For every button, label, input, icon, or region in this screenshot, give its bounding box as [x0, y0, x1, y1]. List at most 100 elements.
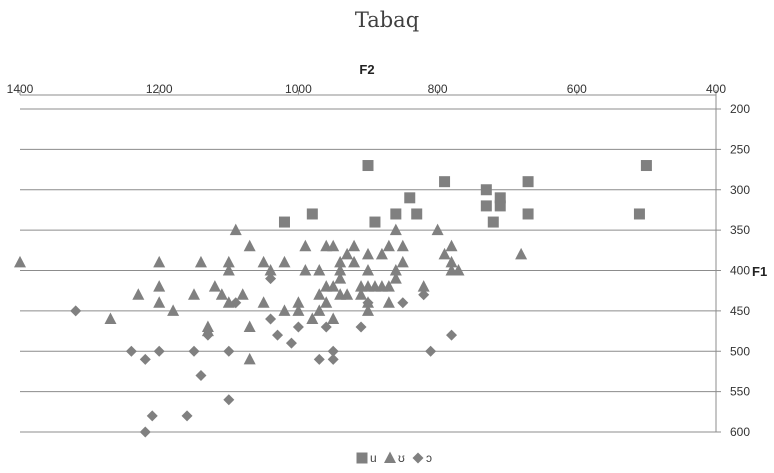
data-point-triangle: [264, 264, 277, 276]
data-point-triangle: [229, 223, 242, 236]
data-point-triangle: [132, 288, 145, 300]
data-point-diamond: [223, 345, 235, 357]
x-axis-title: F2: [359, 62, 374, 77]
data-point-diamond: [139, 426, 151, 438]
data-point-triangle: [153, 255, 166, 268]
data-point-triangle: [292, 304, 305, 316]
data-point-square: [404, 192, 416, 204]
data-point-triangle: [188, 288, 200, 300]
data-point-triangle: [327, 239, 340, 252]
data-point-diamond: [125, 345, 137, 357]
data-point-square: [633, 208, 645, 220]
axes: [19, 90, 721, 433]
data-point-triangle: [382, 280, 395, 292]
data-point-triangle: [348, 239, 361, 252]
data-point-triangle: [299, 264, 312, 276]
data-point-triangle: [452, 264, 465, 276]
data-point-diamond: [230, 297, 242, 309]
data-point-triangle: [222, 264, 235, 276]
legend-marker-diamond: [412, 452, 424, 464]
data-point-triangle: [334, 272, 347, 284]
data-point-triangle: [334, 255, 347, 268]
y-axis-title: F1: [752, 264, 767, 279]
y-tick-label: 300: [730, 183, 750, 197]
data-point-square: [306, 208, 318, 220]
data-point-triangle: [243, 320, 256, 333]
x-tick-label: 1000: [285, 82, 312, 96]
data-point-triangle: [320, 296, 333, 308]
x-tick-label: 400: [706, 82, 726, 96]
data-point-square: [390, 208, 402, 220]
data-point-triangle: [396, 255, 409, 268]
y-tick-labels: 200 250 300 350 400 450 500 550 600: [730, 102, 750, 439]
data-point-triangle: [341, 288, 354, 300]
data-point-diamond: [292, 321, 304, 333]
data-point-square: [480, 200, 492, 212]
data-point-diamond: [320, 321, 332, 333]
data-point-triangle: [389, 272, 402, 284]
data-point-diamond: [146, 410, 158, 422]
data-point-triangle: [236, 288, 249, 300]
data-point-triangle: [327, 280, 340, 292]
legend-label: ɔ: [426, 451, 432, 465]
data-point-diamond: [446, 329, 458, 341]
data-point-square: [494, 192, 506, 204]
data-point-diamond: [188, 345, 200, 357]
data-points: [14, 160, 652, 438]
data-point-triangle: [153, 296, 166, 308]
data-point-square: [640, 160, 652, 172]
data-point-triangle: [445, 239, 458, 252]
data-point-triangle: [375, 247, 388, 260]
data-point-triangle: [334, 264, 347, 276]
data-point-triangle: [292, 296, 305, 308]
data-point-diamond: [313, 353, 325, 365]
x-tick-label: 1200: [146, 82, 173, 96]
data-point-diamond: [70, 305, 82, 317]
data-point-triangle: [243, 239, 256, 252]
data-point-triangle: [313, 288, 326, 300]
data-point-triangle: [389, 223, 402, 236]
data-point-square: [494, 200, 506, 212]
data-point-triangle: [348, 255, 361, 268]
data-point-diamond: [181, 410, 193, 422]
data-point-triangle: [215, 288, 228, 300]
data-point-triangle: [257, 296, 270, 308]
data-point-triangle: [396, 239, 409, 252]
data-point-triangle: [445, 255, 458, 268]
data-point-square: [411, 208, 423, 220]
data-point-square: [362, 160, 374, 172]
data-point-diamond: [272, 329, 284, 341]
data-point-triangle: [431, 223, 444, 236]
data-point-triangle: [104, 312, 117, 324]
data-point-triangle: [222, 255, 235, 268]
data-point-diamond: [397, 297, 409, 309]
x-tick-label: 600: [567, 82, 587, 96]
data-point-diamond: [285, 337, 297, 349]
data-point-diamond: [153, 345, 165, 357]
legend-marker-square: [356, 452, 368, 464]
data-point-triangle: [389, 264, 402, 276]
x-tick-labels: 1400 1200 1000 800 600 400: [7, 82, 727, 96]
data-point-triangle: [14, 255, 26, 268]
chart-title: Tabaq: [355, 8, 419, 32]
data-point-square: [480, 184, 492, 196]
data-point-triangle: [417, 280, 430, 292]
data-point-triangle: [153, 280, 166, 292]
data-point-triangle: [382, 239, 395, 252]
data-point-triangle: [278, 304, 291, 316]
data-point-diamond: [195, 369, 207, 381]
data-point-triangle: [313, 264, 326, 276]
data-point-triangle: [355, 288, 368, 300]
data-point-triangle: [362, 264, 374, 276]
data-point-triangle: [299, 239, 312, 252]
data-point-triangle: [208, 280, 221, 292]
data-point-triangle: [167, 304, 180, 316]
data-point-square: [487, 216, 499, 228]
x-tick-label: 1400: [7, 82, 34, 96]
legend-marker-triangle: [384, 451, 396, 463]
data-point-diamond: [265, 273, 277, 285]
data-point-triangle: [438, 247, 451, 260]
y-tick-label: 500: [730, 344, 750, 358]
data-point-diamond: [362, 297, 374, 309]
y-tick-label: 200: [730, 102, 750, 116]
